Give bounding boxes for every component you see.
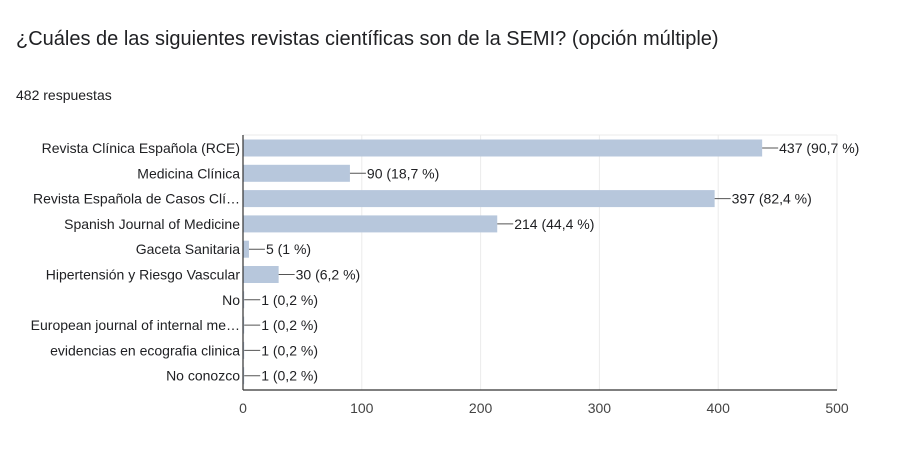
bar: [243, 164, 350, 182]
x-tick-label: 300: [588, 400, 612, 416]
axes: [242, 135, 837, 391]
category-label: European journal of internal me…: [31, 317, 240, 333]
category-label: Gaceta Sanitaria: [136, 241, 240, 257]
bar: [243, 240, 249, 258]
x-tick-label: 400: [707, 400, 731, 416]
data-label: 1 (0,2 %): [261, 317, 318, 333]
bar: [243, 215, 498, 233]
data-label: 1 (0,2 %): [261, 292, 318, 308]
bar: [243, 139, 763, 157]
data-label: 397 (82,4 %): [732, 191, 812, 207]
category-label: Revista Clínica Española (RCE): [42, 140, 240, 156]
category-label: No: [222, 292, 240, 308]
labels: 0 100 200 300 400 500 Revista Clínica Española…: [31, 140, 860, 416]
x-tick-label: 0: [239, 400, 247, 416]
category-label: Medicina Clínica: [137, 165, 240, 181]
data-label: 5 (1 %): [266, 241, 311, 257]
x-tick-label: 100: [350, 400, 374, 416]
bar: [243, 266, 279, 283]
bars: [243, 139, 763, 385]
category-label: No conozco: [166, 368, 240, 384]
data-label: 30 (6,2 %): [296, 267, 361, 283]
question-title: ¿Cuáles de las siguientes revistas cient…: [16, 28, 719, 50]
bar: [243, 190, 715, 208]
response-count: 482 respuestas: [16, 87, 112, 103]
data-label: 437 (90,7 %): [779, 140, 859, 156]
category-label: evidencias en ecografia clinica: [50, 342, 240, 358]
data-label: 90 (18,7 %): [367, 165, 439, 181]
x-tick-label: 200: [469, 400, 493, 416]
data-label: 1 (0,2 %): [261, 368, 318, 384]
data-label: 214 (44,4 %): [514, 216, 594, 232]
data-label: 1 (0,2 %): [261, 342, 318, 358]
grid-lines: [243, 134, 838, 390]
x-tick-label: 500: [825, 400, 849, 416]
category-label: Spanish Journal of Medicine: [64, 216, 240, 232]
category-label: Hipertensión y Riesgo Vascular: [46, 267, 241, 283]
category-label: Revista Española de Casos Clí…: [33, 191, 240, 207]
